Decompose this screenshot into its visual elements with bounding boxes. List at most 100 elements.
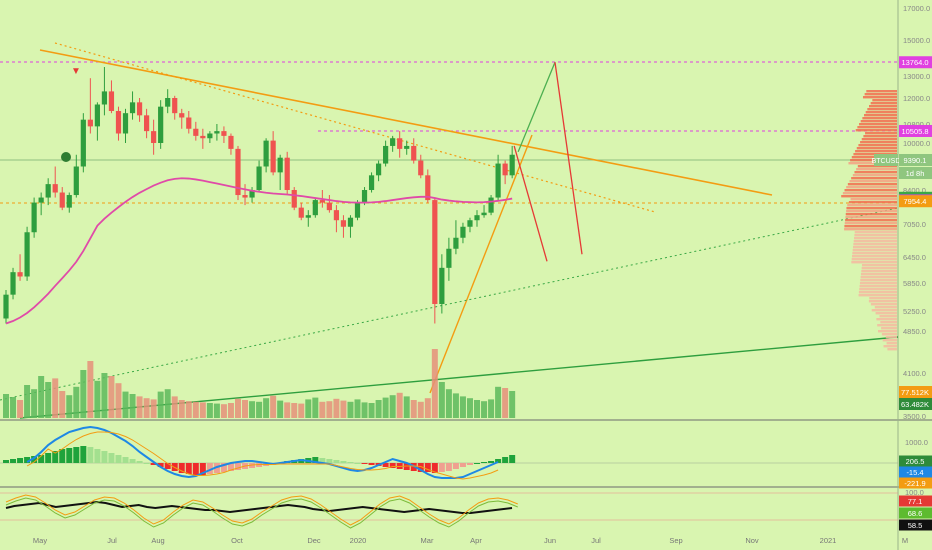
volume-bar [213, 403, 220, 418]
volume-bar [431, 349, 438, 418]
volume-bar [80, 370, 87, 418]
volume-bar [3, 394, 9, 418]
volume-profile-bar [858, 144, 897, 147]
price-axis: 17000.0 15000.0 13000.0 12000.0 10800.0 10000… [903, 4, 930, 421]
macd-histogram-bar [431, 463, 438, 473]
macd-layer [3, 425, 516, 480]
macd-histogram-bar [368, 463, 375, 465]
macd-histogram-bar [333, 460, 340, 463]
volume-profile-bar [865, 132, 897, 135]
volume-profile-bar [844, 189, 897, 192]
volume-profile-bar [851, 258, 897, 261]
volume-bar [17, 400, 24, 418]
volume-profile-bar [876, 318, 897, 321]
volume-tags: 77.512K 63.482K [899, 386, 932, 410]
volume-profile-bar [846, 207, 897, 210]
volume-profile-bar [864, 93, 897, 96]
volume-profile-bar [870, 102, 897, 105]
volume-bar [459, 396, 466, 418]
macd-histogram-bar [136, 461, 143, 463]
price-tick-label: 13000.0 [903, 72, 930, 81]
volume-profile-bar [882, 339, 897, 342]
macd-line [26, 425, 499, 479]
volume-bar [66, 395, 73, 418]
volume-profile-bar [862, 96, 897, 99]
macd-histogram-bar [466, 463, 473, 465]
volume-profile-bar [861, 270, 897, 273]
candle-body [24, 232, 30, 277]
volume-tag-label: 63.482K [901, 400, 929, 409]
candle-body [453, 237, 459, 249]
time-tick-label: Jul [107, 536, 117, 545]
candle-body [38, 197, 44, 203]
volume-profile-bar [852, 252, 897, 255]
volume-profile-bar [854, 237, 897, 240]
price-tick-label: 8400.0 [903, 186, 926, 195]
candle-body [390, 138, 396, 146]
price-tick-label: 10800.0 [903, 120, 930, 129]
buy-signal-marker [61, 152, 71, 162]
macd-histogram-bar [481, 462, 488, 463]
projection-up-arrow [517, 62, 556, 153]
candle-body [80, 119, 86, 167]
volume-bar [256, 401, 263, 418]
volume-profile-bar [851, 177, 897, 180]
support-line-dotted [0, 207, 899, 401]
volume-bar [403, 396, 410, 418]
price-tick-label: 17000.0 [903, 4, 930, 13]
volume-profile-bar [856, 168, 897, 171]
volume-bar [424, 398, 431, 418]
macd-histogram-bar [438, 463, 445, 472]
candle-body [158, 106, 164, 143]
volume-bar [242, 400, 249, 418]
volume-bar [129, 394, 136, 418]
macd-tag-label: 206.5 [906, 457, 925, 466]
candle-body [200, 135, 206, 139]
candle-body [277, 157, 283, 173]
price-tick-label: 15000.0 [903, 36, 930, 45]
volume-bar [410, 400, 417, 418]
macd-tick-label: 1000.0 [905, 438, 928, 447]
volume-bar [227, 403, 234, 418]
macd-histogram-bar [234, 463, 241, 470]
volume-profile-bar [881, 333, 897, 336]
last-price-bg [899, 154, 932, 166]
macd-histogram-bar [73, 447, 80, 463]
volume-bar [333, 398, 340, 418]
macd-histogram-bar [199, 463, 206, 475]
macd-histogram-bar [312, 457, 319, 463]
volume-profile-bar [844, 225, 897, 228]
candle-body [340, 220, 347, 227]
volume-profile-bar [870, 303, 897, 306]
volume-profile-bar [872, 99, 897, 102]
volume-profile-bar [879, 315, 897, 318]
macd-histogram-bar [347, 462, 354, 463]
time-tick-label: Nov [745, 536, 759, 545]
volume-profile-bar [885, 336, 897, 339]
macd-tag-bg [899, 466, 932, 478]
volume-profile-bar [860, 141, 897, 144]
macd-histogram-bar [24, 457, 31, 463]
rsi-tag-label: 58.5 [908, 521, 923, 530]
time-tick-label: 2021 [820, 536, 837, 545]
volume-profile-bar [886, 342, 897, 345]
volume-profile-bar [866, 90, 897, 93]
volume-bar [438, 382, 445, 418]
volume-bar [382, 397, 389, 418]
volume-profile-bar [869, 297, 897, 300]
volume-bar [305, 399, 312, 418]
volume-bar [284, 402, 291, 418]
volume-profile-bar [880, 321, 897, 324]
macd-tag-bg [899, 455, 932, 467]
candle-body [108, 91, 115, 111]
candle-body [439, 267, 445, 304]
volume-bar [354, 399, 361, 418]
projection-layer [513, 62, 583, 262]
macd-histogram-bar [87, 447, 94, 463]
volume-bar [164, 389, 171, 418]
time-tick-label: Oct [231, 536, 244, 545]
candle-body [404, 145, 410, 149]
time-tick-label: Jun [544, 536, 556, 545]
candle-body [144, 115, 150, 132]
macd-tag-label: -15.4 [906, 468, 923, 477]
